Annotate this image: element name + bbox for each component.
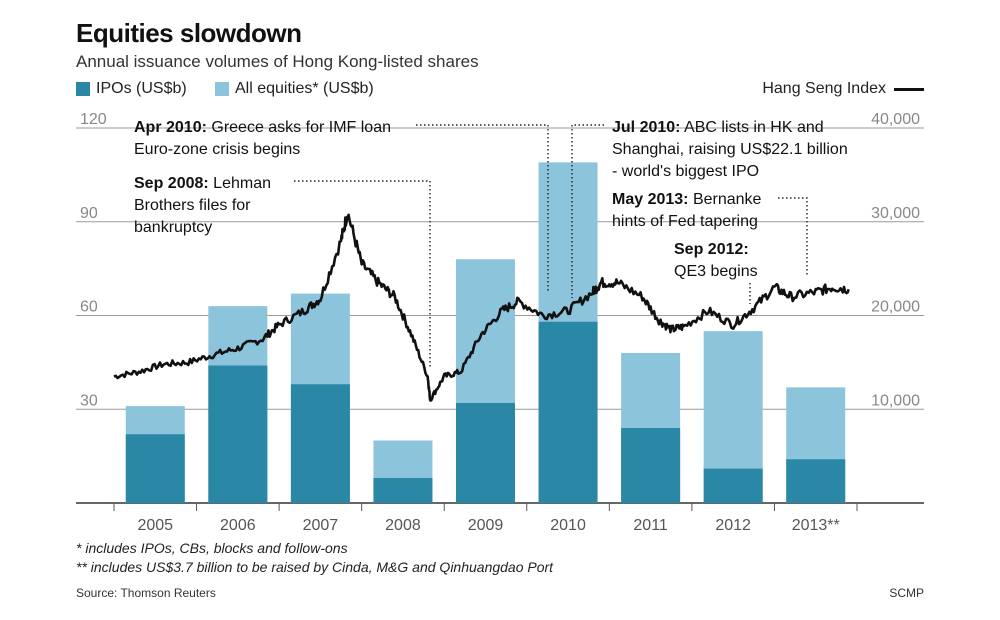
hang-seng-line <box>113 213 850 402</box>
y-right-tick-label: 30,000 <box>871 205 920 222</box>
annotation-event: Bernanke <box>689 191 762 208</box>
annotation-leader <box>571 124 604 298</box>
y-right-tick-label: 40,000 <box>871 111 920 128</box>
credit: SCMP <box>889 586 924 600</box>
annotation-text: May 2013: Bernanke hints of Fed tapering <box>612 191 762 230</box>
y-right-tick-label: 10,000 <box>871 392 920 409</box>
chart-title: Equities slowdown <box>76 18 302 48</box>
legend-item-ipos: IPOs (US$b) <box>76 80 187 98</box>
hang-seng-index-line <box>113 213 850 402</box>
legend-hsi-label: Hang Seng Index <box>762 80 886 97</box>
annotations: Apr 2010: Greece asks for IMF loan Euro-z… <box>134 119 848 280</box>
x-tick-label: 2010 <box>550 517 586 534</box>
legend-all-label: All equities* (US$b) <box>235 80 374 97</box>
x-tick-label: 2007 <box>303 517 339 534</box>
annotation-date: Jul 2010: <box>612 119 680 136</box>
annotation-date: Sep 2012: <box>674 241 749 258</box>
annotation-line: Euro-zone crisis begins <box>134 141 300 158</box>
bar-ipo <box>538 321 598 503</box>
x-tick-label: 2008 <box>385 517 421 534</box>
bar-ipo <box>373 478 433 503</box>
y-left-tick-label: 90 <box>80 205 98 222</box>
bar-ipo <box>208 365 268 503</box>
footnote-1: * includes IPOs, CBs, blocks and follow-… <box>76 540 348 556</box>
y-left-tick-label: 120 <box>80 111 107 128</box>
annotation-text: Apr 2010: Greece asks for IMF loan Euro-z… <box>134 119 391 158</box>
annotation-event: ABC lists in HK and <box>680 119 823 136</box>
bar-ipo <box>786 459 846 503</box>
annotation-event: Lehman <box>209 175 271 192</box>
bar-ipo <box>456 403 515 503</box>
hsi-line-swatch <box>894 87 924 91</box>
annotation-leader-lines <box>294 124 808 368</box>
annotation-event: Greece asks for IMF loan <box>207 119 391 136</box>
annotation-date: Apr 2010: <box>134 119 207 136</box>
annotation-leader <box>778 197 808 276</box>
annotation-leader <box>416 124 549 292</box>
annotation-line: Shanghai, raising US$22.1 billion <box>612 141 848 158</box>
y-left-tick-label: 60 <box>80 299 98 316</box>
annotation-date: Sep 2008: <box>134 175 209 192</box>
annotation-leader <box>294 180 431 368</box>
x-tick-label: 2009 <box>468 517 504 534</box>
bar-ipo <box>125 434 185 503</box>
chart-subtitle: Annual issuance volumes of Hong Kong-lis… <box>76 52 479 71</box>
annotation-line: QE3 begins <box>674 263 758 280</box>
bar-ipo <box>290 384 350 503</box>
ipo-swatch <box>76 82 90 96</box>
annotation-date: May 2013: <box>612 191 689 208</box>
legend-item-hang-seng: Hang Seng Index <box>762 80 924 98</box>
annotation-line: hints of Fed tapering <box>612 213 758 230</box>
annotation-text: Sep 2008: Lehman Brothers files for bankru… <box>134 175 271 236</box>
all-equities-swatch <box>215 82 229 96</box>
footnote-2: ** includes US$3.7 billion to be raised … <box>76 559 554 575</box>
x-tick-label: 2011 <box>633 517 668 534</box>
x-tick-label: 2012 <box>715 517 751 534</box>
annotation-line: bankruptcy <box>134 219 212 236</box>
x-tick-label: 2006 <box>220 517 256 534</box>
source-note: Source: Thomson Reuters <box>76 586 216 600</box>
legend-ipo-label: IPOs (US$b) <box>96 80 187 97</box>
annotation-text: Sep 2012: QE3 begins <box>674 241 758 280</box>
bar-ipo <box>621 428 681 503</box>
annotation-line: - world's biggest IPO <box>612 163 759 180</box>
ipo-bars <box>125 321 846 503</box>
annotation-text: Jul 2010: ABC lists in HK and Shanghai, r… <box>612 119 848 180</box>
x-tick-label: 2013** <box>792 517 840 534</box>
annotation-line: Brothers files for <box>134 197 251 214</box>
x-tick-label: 2005 <box>137 517 173 534</box>
legend-item-all-equities: All equities* (US$b) <box>215 80 374 98</box>
y-right-tick-label: 20,000 <box>871 299 920 316</box>
axis-ticks: 30 60 90 120 10,000 20,000 30,000 40,000 2005 200… <box>80 111 920 534</box>
bar-ipo <box>703 468 763 503</box>
y-left-tick-label: 30 <box>80 392 98 409</box>
